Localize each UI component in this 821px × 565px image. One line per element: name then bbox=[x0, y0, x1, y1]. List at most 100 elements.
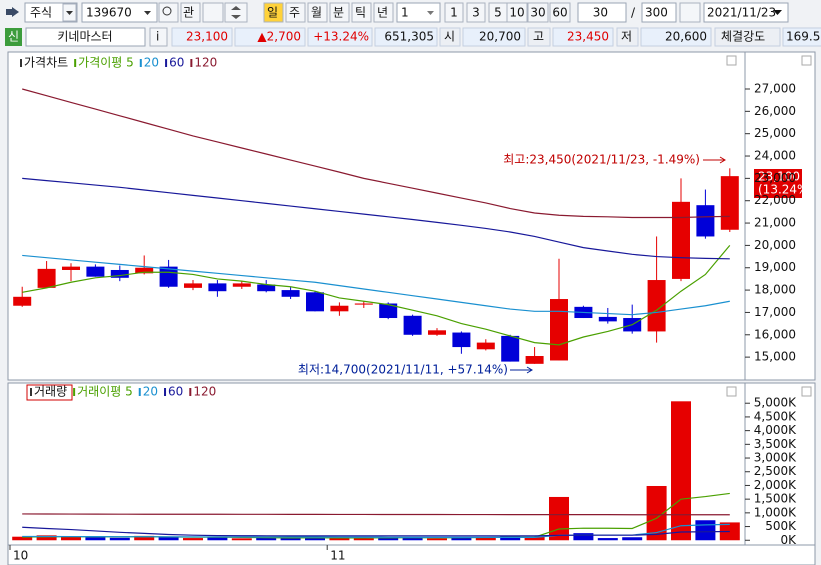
legend-marker bbox=[190, 59, 193, 67]
panel-button[interactable] bbox=[801, 386, 812, 397]
quick: 10 bbox=[509, 6, 524, 20]
arrow bbox=[66, 11, 73, 15]
volume-bar bbox=[451, 536, 472, 541]
code-input[interactable] bbox=[81, 2, 158, 23]
y-tick-label: 21,000 bbox=[754, 216, 796, 230]
code: 139670 bbox=[86, 6, 132, 20]
candle-body bbox=[86, 266, 105, 277]
volume-bar bbox=[427, 538, 447, 541]
y-tick-label: 25,000 bbox=[754, 126, 796, 140]
period: 주 bbox=[289, 6, 300, 20]
period-button[interactable] bbox=[351, 2, 372, 23]
y-tick-label: 4,000K bbox=[754, 423, 797, 437]
quick-button[interactable] bbox=[527, 2, 549, 23]
legend-marker bbox=[165, 59, 168, 67]
candle-body bbox=[525, 356, 544, 364]
y-tick-label: 19,000 bbox=[754, 260, 796, 274]
toolbar: 주식 139670 관 1 30 / 300 2021/11/23 bbox=[6, 2, 789, 23]
menu-icon[interactable] bbox=[6, 7, 19, 17]
y-tick-label: 1,000K bbox=[754, 505, 797, 519]
price-box bbox=[171, 27, 233, 47]
period-button[interactable] bbox=[263, 2, 284, 23]
volume-bar bbox=[475, 537, 496, 541]
candle-body bbox=[257, 284, 276, 292]
volume-bar bbox=[85, 537, 106, 541]
panel-button[interactable] bbox=[726, 55, 737, 66]
label-box bbox=[616, 27, 639, 47]
strength: 169.5 bbox=[786, 30, 820, 44]
quick-button[interactable] bbox=[506, 2, 528, 23]
legend-label: 60 bbox=[169, 56, 184, 70]
candle-body bbox=[184, 283, 202, 288]
period: 월 bbox=[311, 6, 322, 20]
quick-button[interactable] bbox=[466, 2, 486, 23]
candle-body bbox=[452, 332, 471, 348]
open-label: 시 bbox=[444, 30, 455, 44]
high-box bbox=[552, 27, 614, 47]
period-button[interactable] bbox=[373, 2, 394, 23]
legend-label: 120 bbox=[194, 56, 217, 70]
date-select[interactable] bbox=[703, 2, 789, 23]
unit-select[interactable] bbox=[396, 2, 441, 23]
volume-bar bbox=[524, 536, 545, 541]
y-tick-label: 18,000 bbox=[754, 283, 796, 297]
panel-button[interactable] bbox=[726, 386, 737, 397]
legend-marker bbox=[138, 388, 141, 396]
period-button[interactable] bbox=[285, 2, 306, 23]
arrow bbox=[773, 10, 782, 15]
search-button[interactable] bbox=[158, 2, 179, 23]
watch-button[interactable] bbox=[180, 2, 201, 23]
total-input[interactable] bbox=[641, 2, 677, 23]
quick: 5 bbox=[494, 6, 502, 20]
candle-body bbox=[330, 305, 349, 312]
low-box bbox=[640, 27, 712, 47]
candle-body bbox=[476, 342, 495, 350]
volume-bar bbox=[207, 537, 228, 541]
pct-box bbox=[307, 27, 373, 47]
legend-label: 20 bbox=[143, 385, 158, 399]
y-tick-label: 1,500K bbox=[754, 492, 797, 506]
high: 23,450 bbox=[567, 30, 609, 44]
legend-marker bbox=[74, 59, 77, 67]
legend-marker bbox=[73, 388, 76, 396]
sort-button[interactable] bbox=[202, 2, 224, 23]
panel-button[interactable] bbox=[801, 55, 812, 66]
legend-label: 20 bbox=[144, 56, 159, 70]
x-tick-label: 11 bbox=[330, 549, 345, 563]
quick-button[interactable] bbox=[444, 2, 464, 23]
y-tick-label: 26,000 bbox=[754, 104, 796, 118]
candle-body bbox=[232, 283, 251, 287]
settings-button[interactable] bbox=[679, 2, 701, 23]
open: 20,700 bbox=[479, 30, 521, 44]
quick-button[interactable] bbox=[549, 2, 571, 23]
shown-input[interactable] bbox=[577, 2, 627, 23]
period-button[interactable] bbox=[329, 2, 350, 23]
volume-bar bbox=[622, 537, 643, 541]
candle-body bbox=[306, 292, 324, 312]
title-box bbox=[26, 384, 73, 401]
watch: 관 bbox=[183, 6, 194, 20]
volume-bar bbox=[671, 401, 691, 541]
volume-bar bbox=[329, 537, 350, 541]
volume-bar bbox=[12, 536, 33, 541]
volume-bar bbox=[719, 522, 740, 541]
name-box bbox=[25, 27, 146, 47]
info-button[interactable] bbox=[149, 27, 168, 47]
volume-bar bbox=[158, 536, 179, 541]
chart-title: 가격차트 bbox=[24, 56, 68, 70]
arrow bbox=[427, 11, 434, 15]
quick: 1 bbox=[450, 6, 458, 20]
updown-button[interactable] bbox=[224, 2, 248, 23]
search-icon bbox=[162, 6, 172, 16]
moving-average bbox=[22, 526, 730, 537]
candle-body bbox=[354, 303, 373, 305]
moving-average bbox=[22, 88, 730, 219]
candle-body bbox=[403, 315, 422, 335]
period-button[interactable] bbox=[307, 2, 328, 23]
period: 일 bbox=[267, 6, 278, 20]
x-axis-panel bbox=[7, 544, 816, 565]
legend-label: 가격이평 5 bbox=[78, 56, 134, 70]
period: 년 bbox=[377, 6, 388, 20]
last-pct: (13.24%) bbox=[758, 183, 813, 197]
change-pct: +13.24% bbox=[313, 30, 369, 44]
